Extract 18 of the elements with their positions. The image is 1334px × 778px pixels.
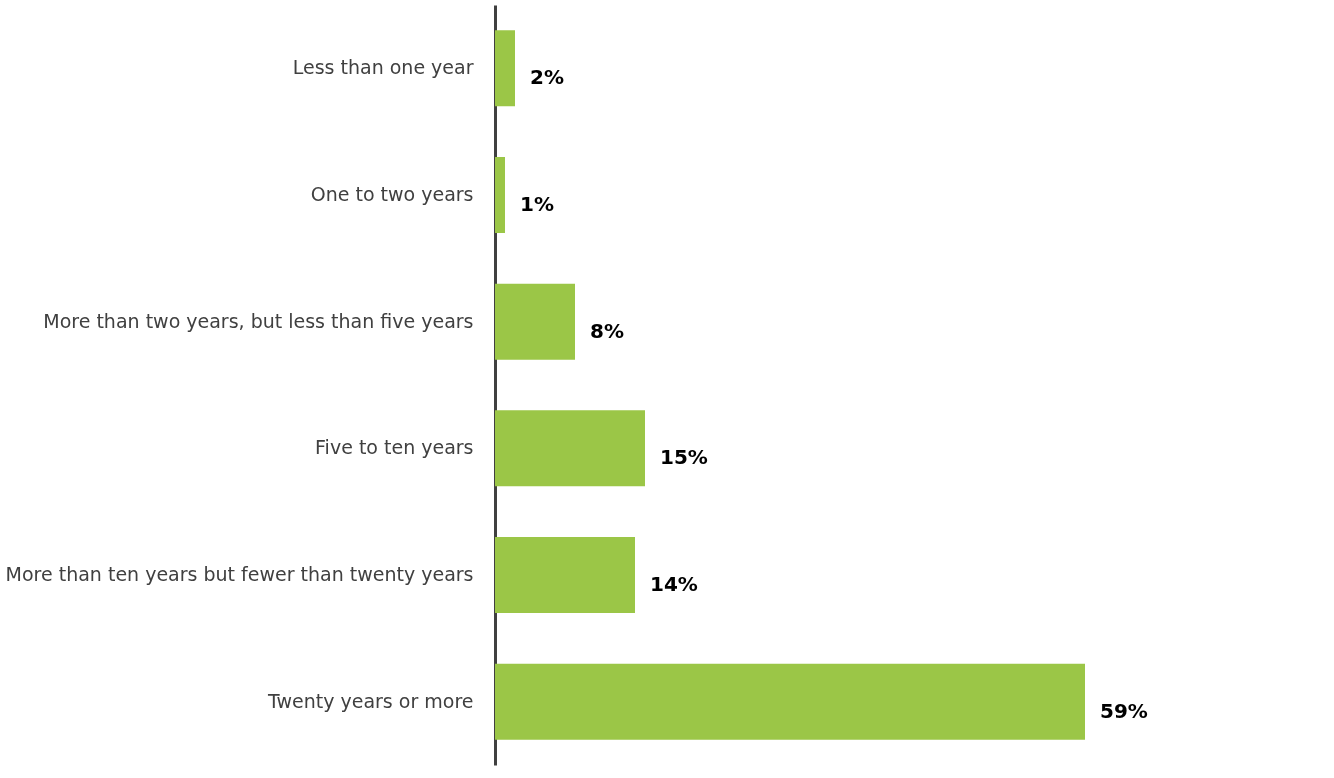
data-label: 59% [1100,698,1148,723]
data-label: 14% [650,572,698,596]
bar [495,157,505,233]
data-label: 15% [660,445,708,470]
bar [495,410,645,487]
y-tick-label: More than ten years but fewer than twenty years [5,563,474,585]
bar [495,537,635,613]
data-label: 8% [590,318,624,343]
y-tick-label: One to two years [310,183,474,205]
data-label: 1% [520,192,554,216]
data-label: 2% [530,65,564,90]
y-tick-label: More than two years, but less than five years [43,309,474,332]
bar [495,283,575,360]
y-tick-label: Twenty years or more [267,689,474,712]
bar [495,663,1085,740]
y-tick-label: Less than one year [292,56,474,79]
bar [495,30,515,107]
y-tick-label: Five to ten years [315,436,474,459]
